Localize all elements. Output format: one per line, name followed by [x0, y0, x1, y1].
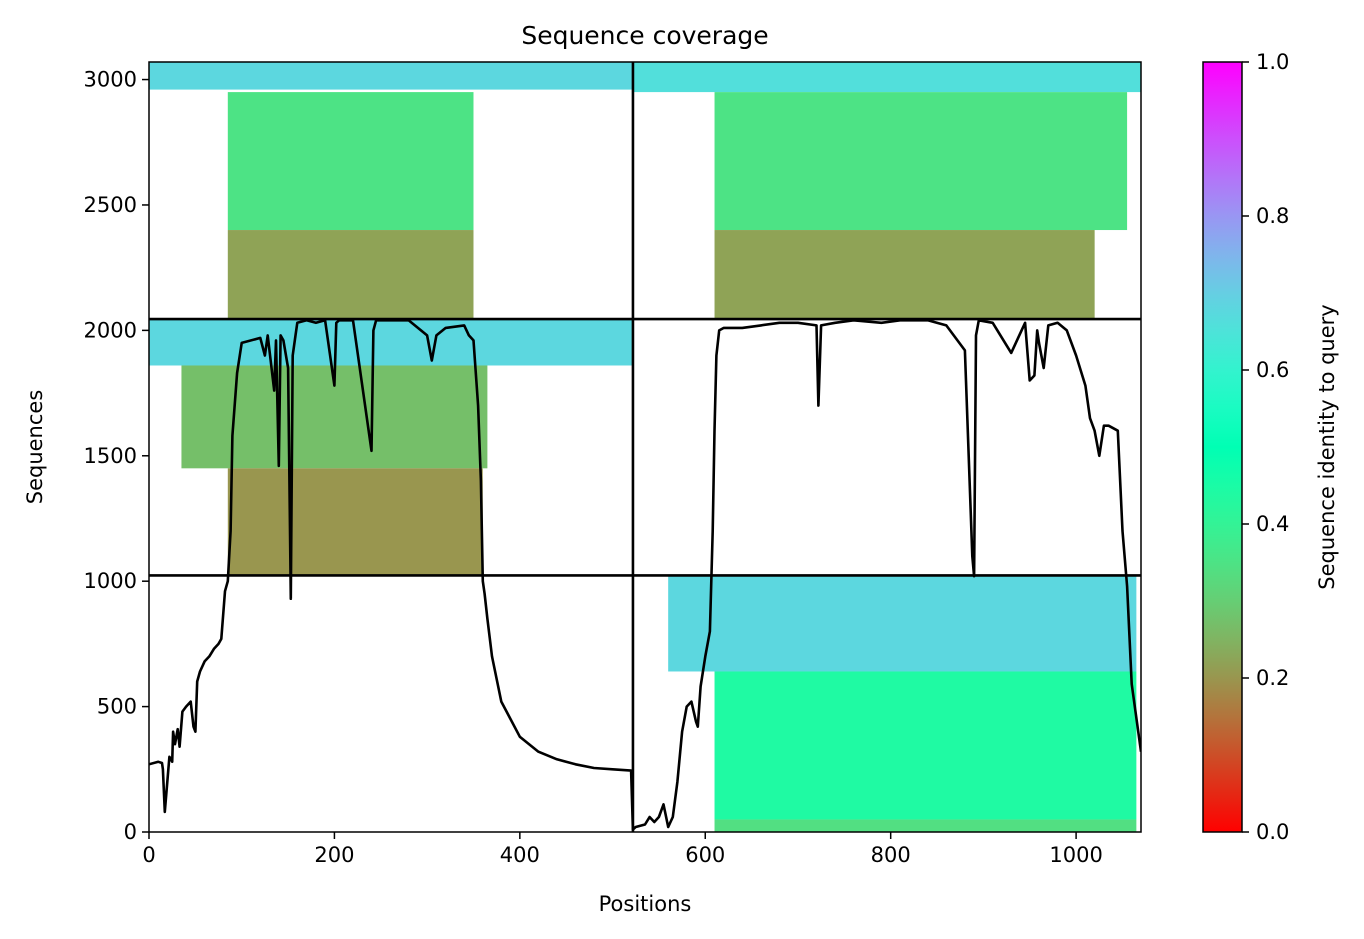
chart-title: Sequence coverage	[521, 21, 768, 50]
colorbar	[1202, 61, 1243, 833]
y-tick-label: 2500	[84, 193, 137, 217]
y-tick-label: 1500	[84, 444, 137, 468]
msa-heatmap	[149, 62, 1141, 832]
colorbar-tick-label: 1.0	[1256, 50, 1289, 74]
x-tick-label: 1000	[1049, 843, 1102, 867]
x-tick-label: 600	[685, 843, 725, 867]
y-tick-label: 3000	[84, 68, 137, 92]
colorbar-label: Sequence identity to query	[1315, 304, 1339, 589]
x-axis-label: Positions	[599, 892, 692, 916]
y-axis-label: Sequences	[23, 390, 47, 505]
x-axis: 0 200 400 600 800 1000	[142, 832, 1103, 867]
msa-block-0-band-0	[149, 62, 633, 90]
colorbar-tick-label: 0.6	[1256, 358, 1289, 382]
msa-block-3-band-2	[714, 819, 1137, 832]
x-tick-label: 0	[142, 843, 155, 867]
msa-block-0-band-2	[227, 230, 474, 320]
colorbar-tick-label: 0.0	[1256, 820, 1289, 844]
msa-block-3-band-0	[668, 575, 1137, 672]
block-dividers	[149, 62, 1141, 832]
msa-block-2-band-0	[149, 319, 633, 366]
msa-block-3-band-1	[714, 671, 1137, 820]
msa-block-1-band-1	[714, 92, 1128, 231]
coverage-line	[149, 319, 1141, 831]
colorbar-tick-label: 0.2	[1256, 666, 1289, 690]
x-tick-label: 400	[500, 843, 540, 867]
y-tick-label: 0	[124, 820, 137, 844]
x-tick-label: 200	[314, 843, 354, 867]
y-tick-label: 1000	[84, 569, 137, 593]
colorbar-ticks: 0.0 0.2 0.4 0.6 0.8 1.0	[1242, 50, 1289, 844]
colorbar-tick-label: 0.4	[1256, 512, 1289, 536]
msa-block-1-band-0	[632, 62, 1141, 93]
y-tick-label: 500	[97, 695, 137, 719]
colorbar-tick-label: 0.8	[1256, 204, 1289, 228]
msa-block-0-band-1	[227, 92, 474, 231]
x-tick-label: 800	[871, 843, 911, 867]
plot-frame	[148, 61, 1142, 833]
y-tick-label: 2000	[84, 318, 137, 342]
msa-block-2-band-2	[227, 468, 483, 576]
y-axis: 0 500 1000 1500 2000 2500 3000	[84, 68, 149, 844]
msa-block-1-band-2	[714, 230, 1095, 320]
